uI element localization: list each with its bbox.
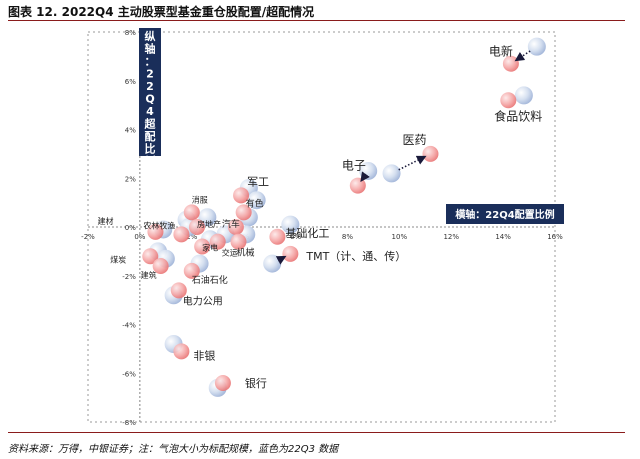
bubble-22q4 — [173, 343, 190, 360]
bubble-22q4 — [227, 219, 244, 235]
x-tick-label: 2% — [186, 233, 197, 241]
y-tick-label: 2% — [125, 175, 136, 183]
industry-label: 建材 — [97, 216, 113, 226]
bubble-22q4 — [142, 248, 159, 265]
bubbles — [142, 37, 546, 397]
industry-label: 建筑 — [141, 270, 157, 280]
industry-label: 基础化工 — [285, 226, 329, 240]
bubble-22q3 — [382, 164, 401, 183]
x-axis-label-box: 横轴：22Q4配置比例 — [446, 204, 564, 224]
top-rule — [8, 20, 625, 21]
move-arrow — [398, 155, 427, 171]
bubble-22q3 — [514, 86, 533, 105]
industry-label: 银行 — [245, 376, 267, 390]
x-tick-label: 12% — [443, 233, 459, 241]
industry-label: 军工 — [247, 175, 269, 188]
industry-label: 家电 — [202, 243, 218, 253]
x-tick-label: 0% — [134, 233, 145, 241]
industry-label: 汽车 — [222, 218, 240, 230]
bubble-22q4 — [183, 204, 200, 221]
bubble-22q4 — [209, 233, 226, 250]
bubble-22q3 — [527, 37, 546, 56]
industry-label: 非银 — [193, 348, 215, 362]
bottom-rule — [8, 432, 625, 433]
bubble-22q3 — [247, 191, 266, 210]
bubble-22q3 — [263, 254, 282, 273]
move-arrows — [275, 50, 531, 265]
bubble-22q4 — [500, 92, 517, 109]
bubble-22q4 — [183, 262, 200, 279]
x-tick-label: 8% — [342, 233, 353, 241]
bubble-22q4 — [173, 226, 190, 243]
bubble-22q4 — [214, 375, 231, 391]
figure-title: 图表 12. 2022Q4 主动股票型基金重仓股配置/超配情况 — [8, 5, 315, 19]
x-tick-label: 6% — [290, 233, 301, 241]
y-tick-label: 4% — [125, 127, 136, 135]
y-tick-label: 6% — [125, 78, 136, 86]
bubble-22q4 — [230, 233, 247, 250]
y-axis-label: 纵轴： 2 2 Q 4 超配比例 — [144, 29, 157, 168]
bubble-22q4 — [194, 238, 211, 255]
plot-border — [87, 31, 556, 423]
plot-frame — [87, 31, 556, 423]
bubble-22q4 — [422, 145, 439, 162]
move-arrow — [275, 255, 287, 265]
x-tick-label: 14% — [495, 233, 511, 241]
industry-label: 电新 — [489, 44, 513, 59]
industry-label: 交运 — [222, 248, 238, 258]
bubble-22q4 — [235, 204, 252, 221]
industry-label: 医药 — [402, 133, 426, 147]
y-axis-label-box: 纵轴： 2 2 Q 4 超配比例 — [139, 28, 161, 168]
industry-label: 电子 — [342, 159, 366, 173]
industry-label: TMT（计、通、传） — [305, 250, 406, 263]
bubble-22q4 — [233, 187, 250, 204]
industry-label: 电力公用 — [183, 294, 223, 307]
move-arrow — [360, 171, 370, 182]
bubble-22q4 — [188, 219, 205, 235]
bubble-22q4 — [269, 228, 286, 245]
y-tick-label: 0% — [125, 224, 136, 232]
y-tick-label: -8% — [122, 419, 136, 427]
bubble-22q4 — [349, 177, 366, 194]
bubble-22q4 — [152, 258, 169, 274]
bubble-22q4 — [282, 245, 299, 262]
y-tick-label: -4% — [122, 322, 136, 330]
industry-label: 消服 — [192, 194, 208, 204]
source-note: 资料来源：万得，中银证券；注：气泡大小为标配规模，蓝色为22Q3 数据 — [8, 444, 339, 455]
x-tick-label: 16% — [547, 233, 563, 241]
industry-label: 食品饮料 — [494, 108, 542, 123]
industry-label: 农林牧渔 — [143, 220, 175, 230]
x-axis-label: 横轴：22Q4配置比例 — [455, 208, 554, 221]
industry-label: 有色 — [246, 197, 264, 209]
industry-label: 房地产 — [197, 219, 221, 229]
industry-label: 煤炭 — [110, 254, 126, 264]
y-tick-label: -2% — [122, 273, 136, 281]
bubble-22q4 — [170, 282, 187, 299]
x-tick-label: 10% — [392, 233, 408, 241]
industry-label: 石油石化 — [192, 274, 228, 286]
move-arrow — [514, 50, 531, 62]
x-tick-label: -2% — [81, 233, 95, 241]
bubble-22q3 — [281, 215, 300, 234]
y-tick-label: -6% — [122, 370, 136, 378]
industry-label: 机械 — [236, 247, 254, 259]
y-tick-label: 8% — [125, 29, 136, 37]
bubble-22q4 — [147, 223, 164, 240]
